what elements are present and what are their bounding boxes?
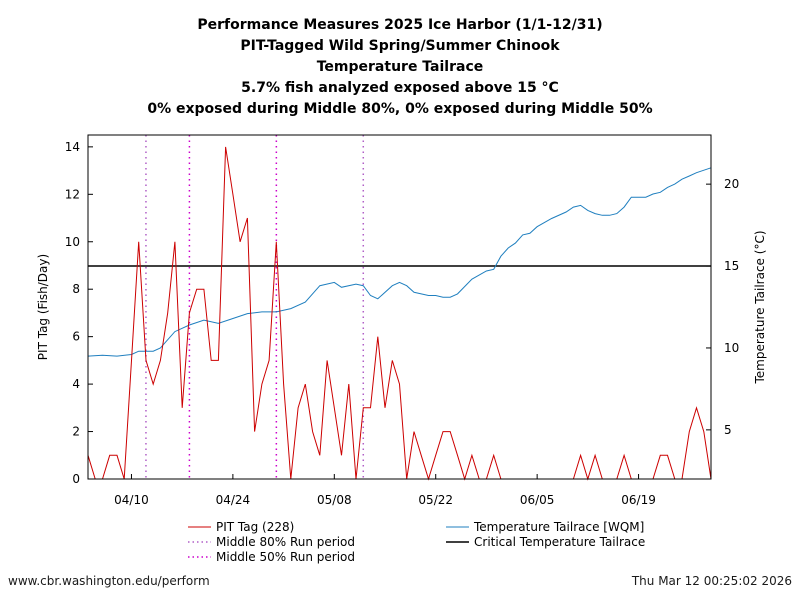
legend: PIT Tag (228) Middle 80% Run period Midd… bbox=[188, 520, 645, 564]
y-left-tick-label: 0 bbox=[72, 472, 80, 486]
y-left-tick-label: 4 bbox=[72, 377, 80, 391]
pit-tag-series-line bbox=[87, 146, 712, 481]
y-right-tick-label: 15 bbox=[724, 259, 739, 273]
y-left-tick-label: 12 bbox=[65, 187, 80, 201]
legend-critical-label: Critical Temperature Tailrace bbox=[474, 535, 645, 549]
temperature-series-line bbox=[87, 167, 712, 357]
footer-timestamp: Thu Mar 12 00:25:02 2026 bbox=[631, 574, 792, 588]
chart-title-line-3: Temperature Tailrace bbox=[317, 59, 484, 75]
y-right-tick-label: 5 bbox=[724, 423, 732, 437]
legend-mid50-label: Middle 50% Run period bbox=[216, 550, 355, 564]
legend-pit-label: PIT Tag (228) bbox=[216, 520, 294, 534]
x-tick-label: 05/08 bbox=[317, 493, 352, 507]
footer-url: www.cbr.washington.edu/perform bbox=[8, 574, 210, 588]
y-axis-left-label: PIT Tag (Fish/Day) bbox=[36, 254, 50, 360]
x-tick-label: 05/22 bbox=[418, 493, 453, 507]
y-axis-right-label: Temperature Tailrace (°C) bbox=[753, 230, 767, 384]
y-left-tick-label: 6 bbox=[72, 330, 80, 344]
plot-frame bbox=[87, 134, 712, 480]
y-left-tick-label: 14 bbox=[65, 140, 80, 154]
y-left-tick-label: 8 bbox=[72, 282, 80, 296]
x-tick-label: 04/24 bbox=[216, 493, 251, 507]
legend-mid80-label: Middle 80% Run period bbox=[216, 535, 355, 549]
legend-temperature-label: Temperature Tailrace [WQM] bbox=[473, 520, 644, 534]
y-right-tick-label: 10 bbox=[724, 341, 739, 355]
x-tick-label: 06/19 bbox=[621, 493, 656, 507]
y-left-tick-label: 2 bbox=[72, 425, 80, 439]
chart-title-line-1: Performance Measures 2025 Ice Harbor (1/… bbox=[197, 17, 602, 33]
chart-title-line-5: 0% exposed during Middle 80%, 0% exposed… bbox=[147, 101, 652, 117]
x-tick-label: 04/10 bbox=[114, 493, 149, 507]
x-tick-label: 06/05 bbox=[520, 493, 555, 507]
chart-title-line-4: 5.7% fish analyzed exposed above 15 °C bbox=[241, 80, 559, 96]
chart-title-line-2: PIT-Tagged Wild Spring/Summer Chinook bbox=[240, 38, 560, 54]
y-right-tick-label: 20 bbox=[724, 177, 739, 191]
y-left-tick-label: 10 bbox=[65, 235, 80, 249]
